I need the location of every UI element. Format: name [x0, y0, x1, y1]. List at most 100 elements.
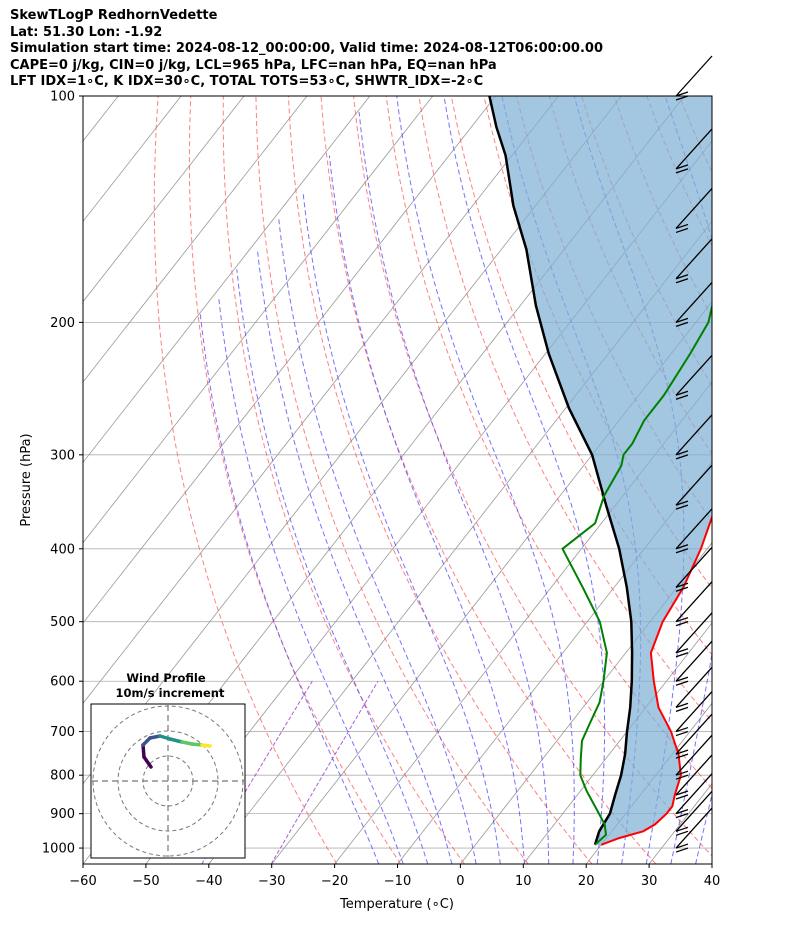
y-tick-label: 400	[50, 542, 75, 557]
x-tick-label: 40	[704, 874, 721, 889]
y-tick-label: 900	[50, 807, 75, 822]
wind-barb-flag	[675, 749, 689, 755]
wind-barb-flag	[675, 548, 689, 554]
x-tick-label: 20	[578, 874, 595, 889]
x-tick-label: 0	[456, 874, 464, 889]
parcel-profile-line	[488, 96, 634, 846]
hodograph-trace-segment	[168, 737, 184, 744]
moist-adiabat	[236, 269, 429, 864]
parcel-area-shading	[489, 96, 712, 845]
wind-barb	[675, 55, 713, 101]
moist-adiabat	[720, 96, 794, 864]
moist-adiabat	[302, 193, 501, 864]
wind-barb-flag	[675, 830, 689, 836]
wind-barb-flag	[675, 164, 689, 170]
isotherm-line	[83, 96, 371, 463]
wind-barb-flag	[675, 726, 689, 733]
dry-adiabat	[418, 96, 712, 723]
dry-adiabat	[745, 96, 794, 864]
wind-barb-flag	[675, 450, 689, 456]
wind-barb-flag	[675, 847, 689, 853]
wind-barb-flag	[675, 702, 689, 708]
wind-barb-staff	[675, 790, 713, 832]
wind-barb-staff	[675, 414, 713, 456]
chart-header: SkewTLogP RedhornVedette Lat: 51.30 Lon:…	[10, 8, 603, 91]
x-tick-label: −10	[384, 874, 411, 889]
wind-barb-staff	[675, 128, 713, 170]
x-tick-label: −30	[258, 874, 285, 889]
dry-adiabat	[711, 96, 712, 98]
hodograph-title: Wind Profile	[126, 671, 206, 685]
wind-barb-flag	[675, 278, 689, 284]
isotherm-line	[83, 96, 559, 704]
isotherm-line	[83, 96, 434, 544]
wind-barb-flag	[675, 223, 689, 230]
moist-adiabat	[358, 111, 550, 864]
mixing-ratio-line	[201, 680, 313, 864]
isotherm-line	[775, 96, 794, 864]
wind-barb-flag	[675, 826, 689, 832]
y-tick-label: 200	[50, 316, 75, 331]
moist-adiabat	[278, 217, 477, 864]
wind-barb	[675, 187, 713, 234]
wind-barb-flag	[675, 454, 689, 460]
mixing-ratio-line	[270, 680, 379, 864]
wind-barb-staff	[675, 238, 713, 280]
wind-barb-flag	[675, 227, 689, 234]
y-tick-label: 800	[50, 769, 75, 784]
moist-adiabat	[199, 314, 380, 864]
wind-barb-staff	[675, 464, 713, 506]
x-tick-label: −50	[132, 874, 159, 889]
y-tick-label: 700	[50, 725, 75, 740]
isotherm-line	[83, 96, 496, 624]
moist-adiabat	[443, 96, 606, 864]
wind-barb	[675, 773, 713, 819]
wind-barb-staff	[675, 581, 713, 623]
wind-barb	[675, 790, 713, 836]
wind-barb-flag	[675, 813, 689, 819]
wind-barb-staff	[675, 612, 713, 654]
wind-barb-flag	[675, 774, 689, 780]
wind-barb-flag	[675, 648, 689, 654]
x-tick-label: −20	[321, 874, 348, 889]
wind-barb-flag	[675, 730, 689, 737]
dewpoint-line	[561, 302, 712, 846]
wind-barb-flag	[675, 500, 689, 506]
dry-adiabat	[777, 96, 794, 864]
y-tick-label: 500	[50, 615, 75, 630]
wind-barb	[675, 281, 713, 328]
hodograph-trace-segment	[142, 755, 153, 769]
wind-barb	[675, 238, 713, 284]
wind-barb	[675, 464, 713, 510]
wind-barb-staff	[675, 734, 713, 776]
x-tick-label: 30	[641, 874, 658, 889]
wind-barb-flag	[675, 544, 689, 550]
wind-barb-staff	[675, 354, 713, 396]
dry-adiabat	[222, 96, 465, 864]
wind-barb-staff	[675, 187, 713, 229]
y-tick-label: 600	[50, 675, 75, 690]
wind-barb-staff	[675, 713, 713, 755]
hodograph-subtitle: 10m/s increment	[116, 686, 225, 700]
moist-adiabat	[256, 249, 453, 864]
wind-barb-flag	[675, 621, 689, 627]
wind-barb-flag	[675, 794, 689, 800]
wind-barb-flag	[675, 390, 689, 396]
wind-barb-flag	[675, 95, 689, 101]
wind-barb	[675, 640, 713, 686]
wind-barb	[675, 612, 713, 658]
location-line: Lat: 51.30 Lon: -1.92	[10, 24, 163, 40]
time-line: Simulation start time: 2024-08-12_00:00:…	[10, 41, 603, 57]
y-axis-label: Pressure (hPa)	[19, 433, 34, 526]
x-tick-label: −40	[195, 874, 222, 889]
y-tick-label: 1000	[42, 842, 75, 857]
dry-adiabat	[450, 96, 712, 656]
wind-barb-staff	[675, 807, 713, 849]
wind-barb-flag	[675, 790, 689, 796]
dry-adiabat	[188, 96, 402, 864]
wind-barb	[675, 128, 713, 174]
wind-barb-staff	[675, 691, 713, 733]
wind-barb	[675, 414, 713, 460]
wind-barb-flag	[675, 809, 689, 815]
isotherm-line	[522, 622, 712, 864]
